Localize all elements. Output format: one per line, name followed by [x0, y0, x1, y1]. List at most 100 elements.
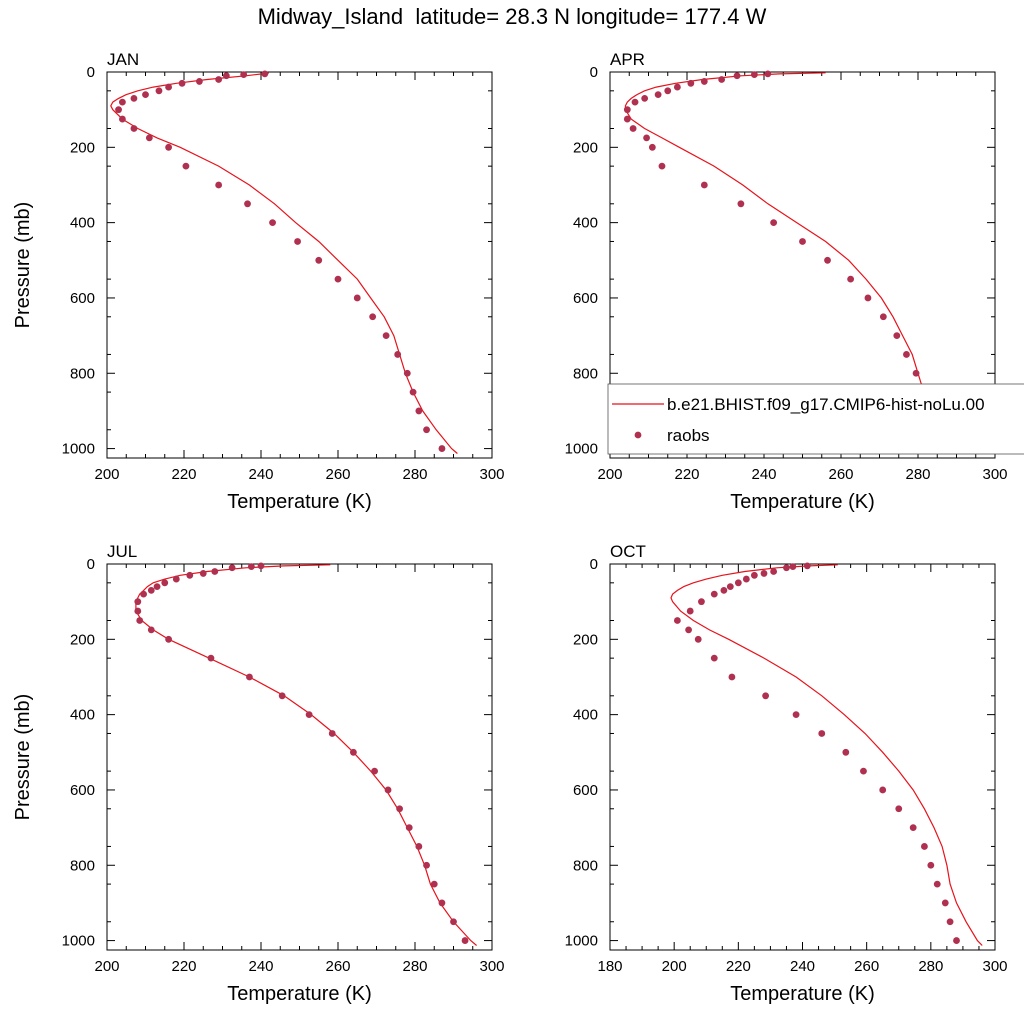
- plot-frame: [106, 71, 493, 459]
- raobs-point: [623, 115, 631, 123]
- raobs-point: [860, 767, 867, 775]
- raobs-point: [165, 635, 173, 643]
- x-tick-label: 240: [248, 466, 273, 483]
- x-axis-label: Temperature (K): [227, 983, 372, 1005]
- raobs-point: [673, 83, 681, 91]
- raobs-point: [269, 219, 276, 227]
- raobs-point: [134, 598, 142, 606]
- raobs-point: [165, 143, 173, 151]
- raobs-point: [631, 98, 639, 106]
- x-tick-label: 300: [982, 958, 1007, 975]
- model-series-line: [624, 72, 961, 454]
- raobs-point: [710, 590, 718, 598]
- raobs-point: [718, 76, 726, 83]
- raobs-point: [240, 71, 248, 79]
- x-tick-label: 260: [854, 958, 879, 975]
- raobs-point: [643, 134, 650, 142]
- raobs-point: [119, 115, 126, 123]
- raobs-point: [764, 70, 772, 78]
- raobs-point: [153, 583, 161, 590]
- legend-model-label: b.e21.BHIST.f09_g17.CMIP6-hist-noLu.00: [667, 395, 985, 414]
- raobs-point: [770, 568, 778, 575]
- y-tick-label: 0: [87, 64, 95, 81]
- raobs-point: [698, 598, 705, 606]
- model-series-line: [670, 564, 983, 946]
- raobs-point: [803, 562, 811, 570]
- x-tick-label: 220: [726, 958, 751, 975]
- raobs-point: [664, 87, 672, 95]
- x-tick-label: 280: [918, 958, 943, 975]
- raobs-point: [147, 626, 155, 634]
- raobs-point: [415, 843, 423, 850]
- page-title: Midway_Island latitude= 28.3 N longitude…: [257, 4, 767, 29]
- x-tick-label: 220: [171, 958, 196, 975]
- raobs-point: [864, 294, 872, 302]
- raobs-point: [742, 575, 750, 583]
- raobs-point: [818, 730, 826, 737]
- y-tick-label: 400: [573, 215, 598, 232]
- raobs-point: [673, 617, 681, 624]
- x-tick-label: 220: [171, 466, 196, 483]
- raobs-point: [396, 805, 403, 813]
- raobs-point: [244, 200, 251, 208]
- raobs-point: [371, 767, 378, 775]
- panel-jul: JUL 200 220 240 260 280 300 0 200 400 600 800 1000 Te…: [12, 542, 505, 1005]
- raobs-point: [246, 673, 253, 681]
- raobs-point: [770, 219, 778, 227]
- raobs-point: [760, 570, 768, 577]
- model-series-line: [110, 72, 458, 454]
- raobs-point: [737, 200, 745, 208]
- x-tick-label: 220: [674, 466, 699, 483]
- x-tick-label: 260: [325, 958, 350, 975]
- raobs-point: [686, 607, 694, 615]
- raobs-point: [261, 70, 269, 78]
- raobs-point: [278, 692, 286, 700]
- y-tick-label: 1000: [565, 933, 598, 950]
- raobs-point: [350, 748, 357, 756]
- raobs-point: [792, 711, 800, 719]
- y-tick-label: 0: [87, 556, 95, 573]
- raobs-point: [933, 880, 941, 888]
- x-axis-label: Temperature (K): [227, 491, 372, 513]
- y-tick-label: 600: [70, 290, 95, 307]
- y-axis-label: Pressure (mb): [12, 202, 34, 329]
- y-tick-label: 200: [70, 631, 95, 648]
- raobs-point: [847, 275, 855, 283]
- raobs-point: [953, 937, 960, 944]
- raobs-point: [119, 98, 126, 106]
- panel-jan: JAN 200 220 240 260 280 300 0 200 400 600 800 1000 Te…: [12, 50, 505, 513]
- raobs-point: [115, 106, 122, 114]
- raobs-point: [750, 571, 758, 579]
- raobs-point: [658, 162, 666, 170]
- x-tick-label: 200: [662, 958, 687, 975]
- raobs-point: [641, 94, 649, 102]
- raobs-point: [211, 568, 219, 575]
- x-axis-label: Temperature (K): [730, 983, 875, 1005]
- raobs-point: [247, 563, 255, 571]
- raobs-point: [415, 407, 423, 415]
- raobs-point: [687, 79, 695, 87]
- x-tick-label: 280: [905, 466, 930, 483]
- raobs-point: [140, 590, 147, 598]
- raobs-point: [136, 617, 144, 624]
- raobs-point: [394, 351, 402, 358]
- raobs-point: [842, 748, 850, 756]
- raobs-point: [257, 562, 265, 570]
- raobs-point: [196, 78, 203, 85]
- raobs-point: [215, 181, 223, 189]
- legend: b.e21.BHIST.f09_g17.CMIP6-hist-noLu.00ra…: [607, 383, 1024, 455]
- raobs-point: [912, 369, 920, 377]
- raobs-point: [941, 899, 949, 907]
- y-tick-label: 1000: [62, 933, 95, 950]
- raobs-point: [909, 824, 917, 832]
- panel-title: JUL: [107, 542, 137, 561]
- raobs-point: [762, 692, 770, 700]
- raobs-point: [405, 824, 413, 832]
- y-tick-label: 600: [70, 782, 95, 799]
- raobs-point: [824, 256, 831, 264]
- raobs-point: [895, 805, 903, 813]
- raobs-point: [461, 937, 469, 944]
- raobs-point: [648, 143, 656, 151]
- raobs-point: [147, 586, 155, 594]
- x-tick-label: 280: [402, 466, 427, 483]
